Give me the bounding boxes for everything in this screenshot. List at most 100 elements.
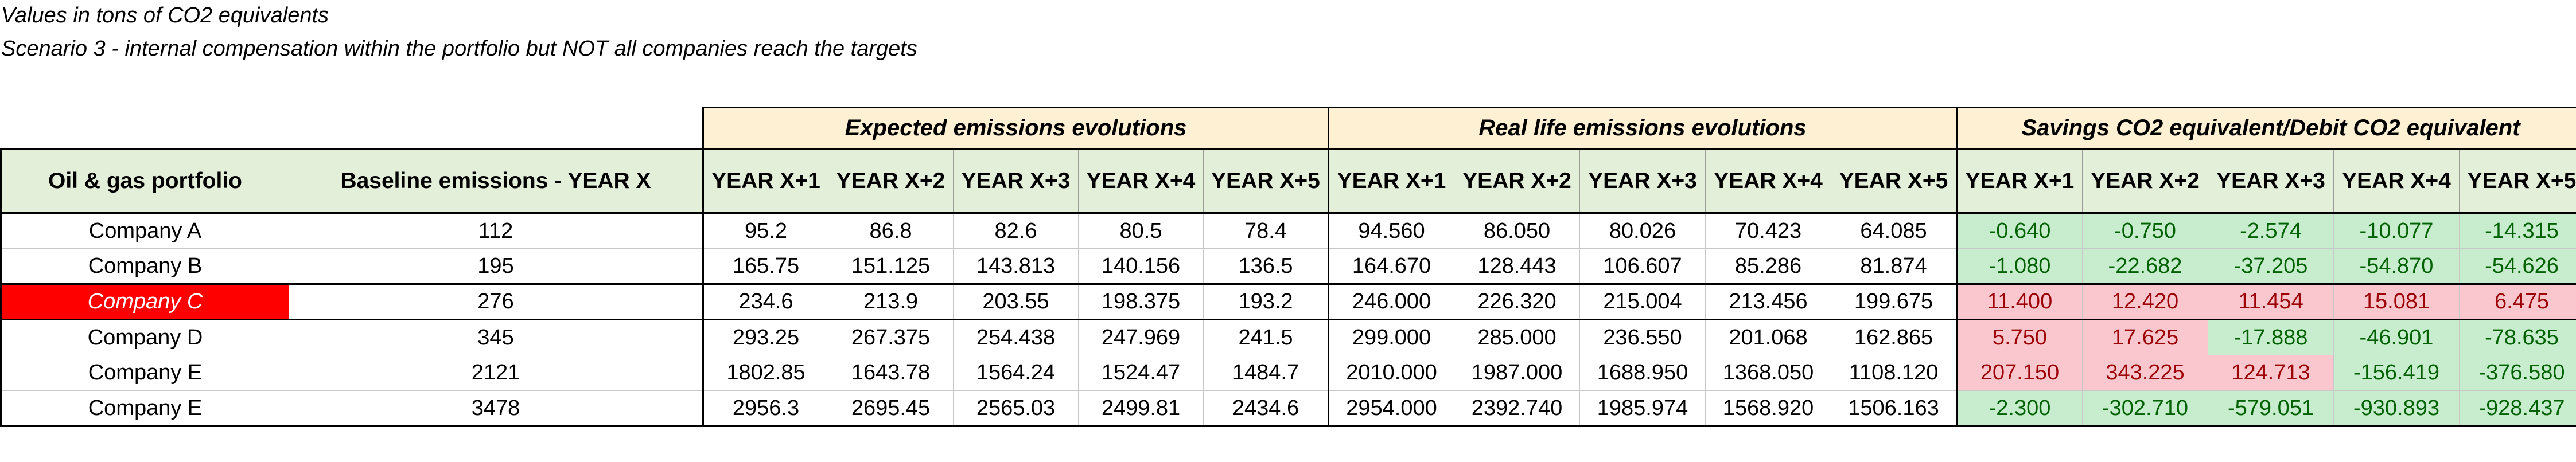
expected-value-cell: 1524.47 bbox=[1078, 355, 1204, 391]
real-year-header: YEAR X+5 bbox=[1831, 148, 1957, 214]
real-value-cell: 1985.974 bbox=[1579, 390, 1706, 427]
baseline-cell: 2121 bbox=[289, 355, 703, 391]
expected-value-cell: 198.375 bbox=[1078, 283, 1204, 320]
expected-value-cell: 78.4 bbox=[1203, 213, 1329, 249]
real-value-cell: 215.004 bbox=[1579, 283, 1706, 320]
table-row: Company A 112 95.2 86.8 82.6 80.5 78.4 94.560 86… bbox=[0, 213, 2576, 249]
expected-year-header: YEAR X+4 bbox=[1078, 148, 1204, 214]
expected-value-cell: 80.5 bbox=[1078, 213, 1204, 249]
real-value-cell: 85.286 bbox=[1705, 248, 1831, 284]
baseline-cell: 195 bbox=[289, 248, 703, 284]
expected-value-cell: 1802.85 bbox=[702, 355, 828, 391]
table-row: Company B 195 165.75 151.125 143.813 140.156 1… bbox=[0, 248, 2576, 284]
savings-value-cell: 124.713 bbox=[2208, 355, 2334, 391]
savings-value-cell: 17.625 bbox=[2082, 319, 2208, 355]
baseline-cell: 345 bbox=[289, 319, 703, 355]
real-year-header: YEAR X+1 bbox=[1328, 148, 1454, 214]
expected-value-cell: 1484.7 bbox=[1203, 355, 1329, 391]
units-note: Values in tons of CO2 equivalents bbox=[1, 3, 329, 28]
expected-value-cell: 165.75 bbox=[702, 248, 828, 284]
savings-value-cell: 207.150 bbox=[1956, 355, 2083, 391]
savings-value-cell: 12.420 bbox=[2082, 283, 2208, 320]
expected-value-cell: 2565.03 bbox=[953, 390, 1079, 427]
real-year-header: YEAR X+2 bbox=[1454, 148, 1580, 214]
savings-value-cell: 11.400 bbox=[1956, 283, 2083, 320]
table-row: Company C 276 234.6 213.9 203.55 198.375 193.2… bbox=[0, 283, 2576, 320]
savings-value-cell: -14.315 bbox=[2458, 213, 2576, 249]
real-value-cell: 1368.050 bbox=[1705, 355, 1831, 391]
savings-value-cell: 5.750 bbox=[1956, 319, 2083, 355]
expected-value-cell: 267.375 bbox=[828, 319, 954, 355]
savings-value-cell: -156.419 bbox=[2333, 355, 2460, 391]
expected-value-cell: 1643.78 bbox=[828, 355, 954, 391]
emissions-table: Expected emissions evolutions Real life … bbox=[0, 107, 2576, 427]
real-value-cell: 299.000 bbox=[1328, 319, 1454, 355]
savings-year-header: YEAR X+1 bbox=[1956, 148, 2083, 214]
savings-value-cell: -17.888 bbox=[2208, 319, 2334, 355]
savings-value-cell: -928.437 bbox=[2458, 390, 2576, 427]
expected-value-cell: 95.2 bbox=[702, 213, 828, 249]
blank-corner bbox=[1, 107, 703, 149]
real-value-cell: 201.068 bbox=[1705, 319, 1831, 355]
real-value-cell: 236.550 bbox=[1579, 319, 1706, 355]
savings-value-cell: 11.454 bbox=[2208, 283, 2334, 320]
expected-value-cell: 151.125 bbox=[828, 248, 954, 284]
expected-value-cell: 254.438 bbox=[953, 319, 1079, 355]
expected-value-cell: 1564.24 bbox=[953, 355, 1079, 391]
company-name-cell: Company A bbox=[0, 213, 289, 249]
real-value-cell: 1506.163 bbox=[1831, 390, 1957, 427]
expected-value-cell: 241.5 bbox=[1203, 319, 1329, 355]
expected-year-header: YEAR X+3 bbox=[953, 148, 1079, 214]
company-name-cell: Company E bbox=[0, 355, 289, 391]
savings-group-header: Savings CO2 equivalent/Debit CO2 equival… bbox=[1955, 107, 2576, 150]
savings-value-cell: -10.077 bbox=[2333, 213, 2460, 249]
baseline-cell: 3478 bbox=[289, 390, 703, 427]
baseline-header: Baseline emissions - YEAR X bbox=[289, 148, 703, 214]
table-row: Company E 2121 1802.85 1643.78 1564.24 1524.4… bbox=[0, 355, 2576, 391]
scenario-note: Scenario 3 - internal compensation withi… bbox=[1, 37, 917, 61]
expected-group-header: Expected emissions evolutions bbox=[702, 107, 1329, 150]
savings-value-cell: -78.635 bbox=[2458, 319, 2576, 355]
expected-value-cell: 247.969 bbox=[1078, 319, 1204, 355]
real-value-cell: 1108.120 bbox=[1831, 355, 1957, 391]
real-value-cell: 226.320 bbox=[1454, 283, 1580, 320]
savings-value-cell: -2.300 bbox=[1956, 390, 2083, 427]
savings-value-cell: -302.710 bbox=[2082, 390, 2208, 427]
real-value-cell: 1987.000 bbox=[1454, 355, 1580, 391]
real-value-cell: 2010.000 bbox=[1328, 355, 1454, 391]
savings-value-cell: 15.081 bbox=[2333, 283, 2460, 320]
savings-year-header: YEAR X+2 bbox=[2082, 148, 2208, 214]
savings-value-cell: -54.626 bbox=[2458, 248, 2576, 284]
real-value-cell: 162.865 bbox=[1831, 319, 1957, 355]
expected-value-cell: 2956.3 bbox=[702, 390, 828, 427]
savings-value-cell: -37.205 bbox=[2208, 248, 2334, 284]
expected-value-cell: 293.25 bbox=[702, 319, 828, 355]
savings-value-cell: -46.901 bbox=[2333, 319, 2460, 355]
real-value-cell: 64.085 bbox=[1831, 213, 1957, 249]
expected-value-cell: 193.2 bbox=[1203, 283, 1329, 320]
savings-year-header: YEAR X+4 bbox=[2333, 148, 2460, 214]
real-value-cell: 164.670 bbox=[1328, 248, 1454, 284]
savings-value-cell: -0.750 bbox=[2082, 213, 2208, 249]
expected-value-cell: 86.8 bbox=[828, 213, 954, 249]
baseline-cell: 276 bbox=[289, 283, 703, 320]
expected-value-cell: 136.5 bbox=[1203, 248, 1329, 284]
table-row: Company D 345 293.25 267.375 254.438 247.969 2… bbox=[0, 319, 2576, 355]
real-value-cell: 199.675 bbox=[1831, 283, 1957, 320]
real-value-cell: 213.456 bbox=[1705, 283, 1831, 320]
expected-value-cell: 143.813 bbox=[953, 248, 1079, 284]
savings-year-header: YEAR X+5 bbox=[2458, 148, 2576, 214]
real-value-cell: 94.560 bbox=[1328, 213, 1454, 249]
real-value-cell: 86.050 bbox=[1454, 213, 1580, 249]
company-name-cell: Company E bbox=[0, 390, 289, 427]
real-value-cell: 106.607 bbox=[1579, 248, 1706, 284]
savings-value-cell: -579.051 bbox=[2208, 390, 2334, 427]
real-value-cell: 80.026 bbox=[1579, 213, 1706, 249]
expected-value-cell: 2499.81 bbox=[1078, 390, 1204, 427]
real-value-cell: 2954.000 bbox=[1328, 390, 1454, 427]
real-group-header: Real life emissions evolutions bbox=[1328, 107, 1958, 150]
expected-value-cell: 2434.6 bbox=[1203, 390, 1329, 427]
company-name-cell: Company D bbox=[0, 319, 289, 355]
savings-value-cell: -1.080 bbox=[1956, 248, 2083, 284]
table-row: Company E 3478 2956.3 2695.45 2565.03 2499.81… bbox=[0, 390, 2576, 427]
